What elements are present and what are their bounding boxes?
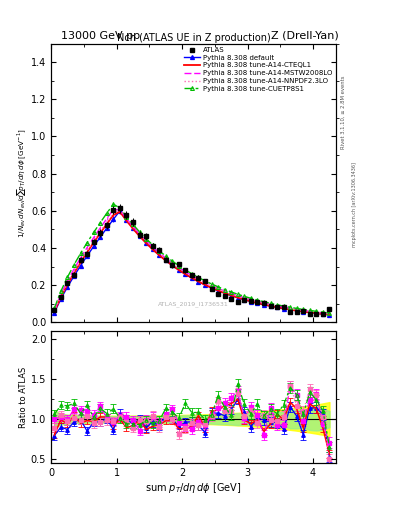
Title: Nch (ATLAS UE in Z production): Nch (ATLAS UE in Z production) [117,33,270,42]
Text: 13000 GeV pp: 13000 GeV pp [61,31,140,41]
Text: mcplots.cern.ch [arXiv:1306.3436]: mcplots.cern.ch [arXiv:1306.3436] [352,162,357,247]
Text: ATLAS_2019_I1736531: ATLAS_2019_I1736531 [158,302,229,307]
X-axis label: sum $p_T/d\eta\,d\phi$ [GeV]: sum $p_T/d\eta\,d\phi$ [GeV] [145,481,242,495]
Text: Z (Drell-Yan): Z (Drell-Yan) [271,31,339,41]
Y-axis label: $1/N_{ev}\,dN_{ev}/d\!\sum\! p_T/d\eta\,d\phi\;[\mathrm{GeV}^{-1}]$: $1/N_{ev}\,dN_{ev}/d\!\sum\! p_T/d\eta\,… [15,128,28,238]
Legend: ATLAS, Pythia 8.308 default, Pythia 8.308 tune-A14-CTEQL1, Pythia 8.308 tune-A14: ATLAS, Pythia 8.308 default, Pythia 8.30… [183,46,334,93]
Text: Rivet 3.1.10, ≥ 2.8M events: Rivet 3.1.10, ≥ 2.8M events [341,76,346,150]
Y-axis label: Ratio to ATLAS: Ratio to ATLAS [19,367,28,428]
